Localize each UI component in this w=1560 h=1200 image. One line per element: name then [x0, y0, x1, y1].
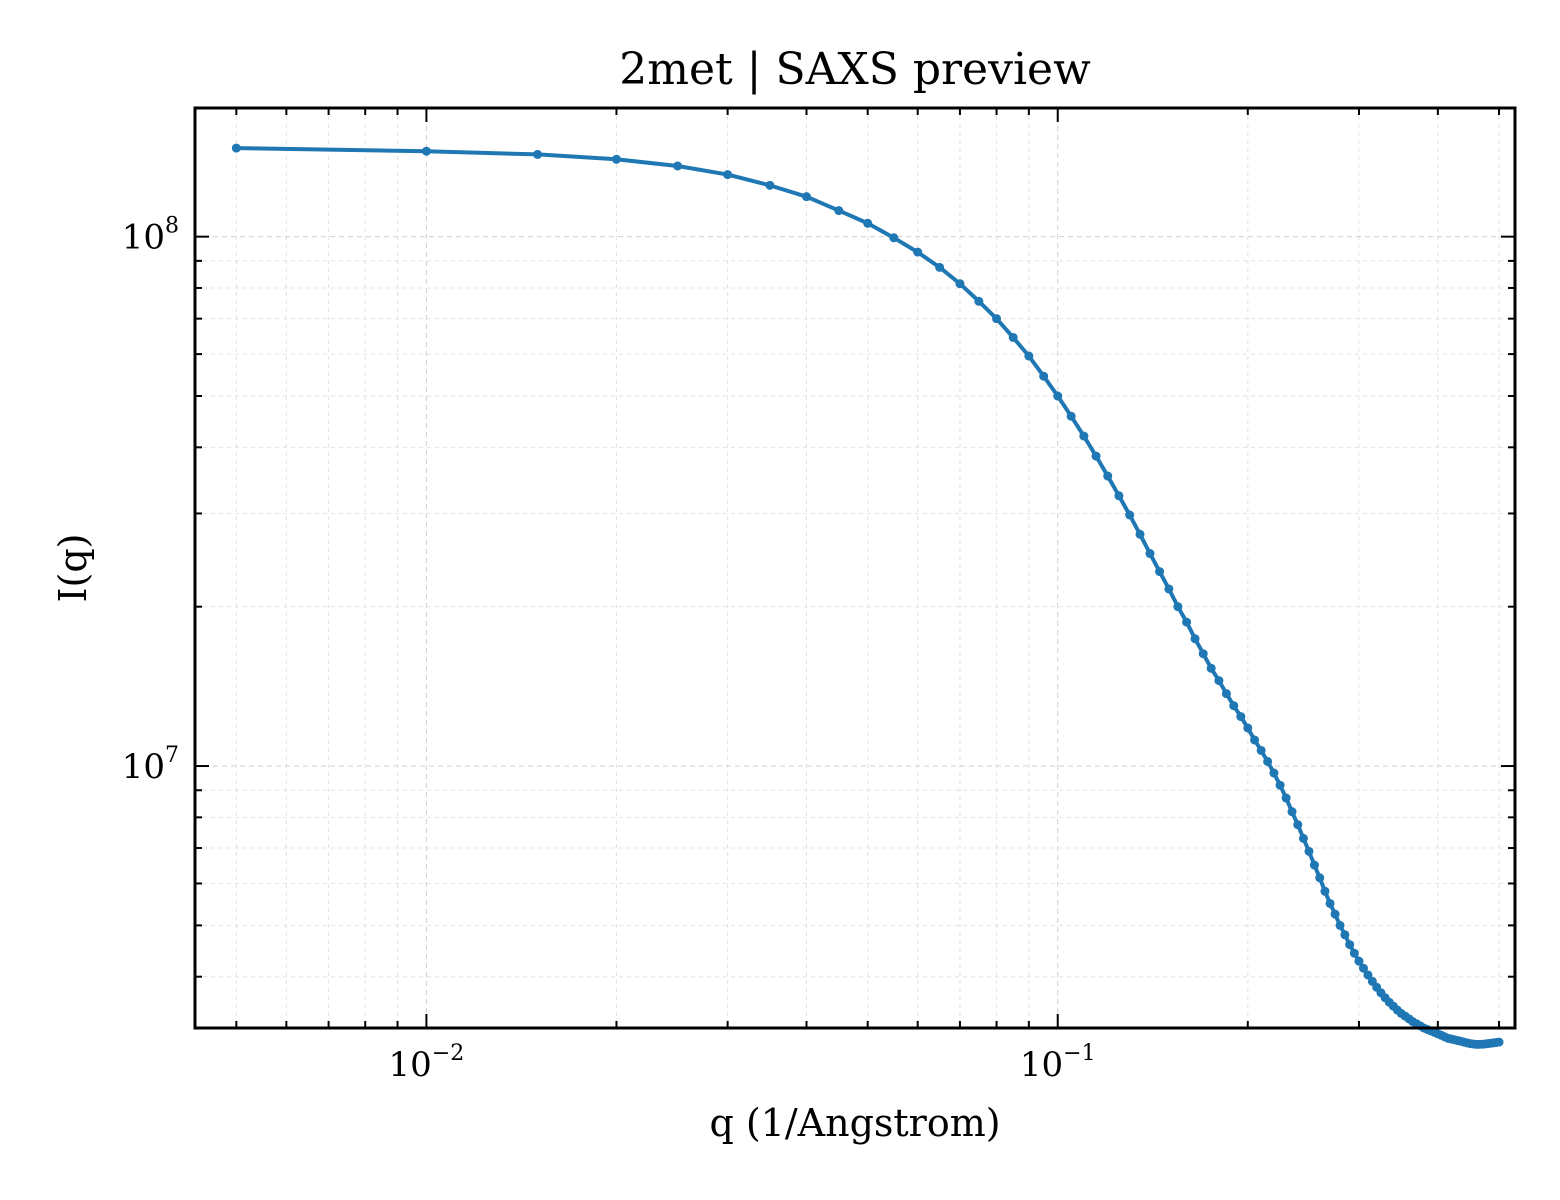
data-point [1335, 920, 1345, 930]
data-point [1250, 735, 1260, 745]
data-point [1298, 833, 1308, 843]
data-point [673, 161, 683, 171]
data-point [863, 218, 873, 228]
data-point [1325, 898, 1335, 908]
data-point [1114, 491, 1124, 501]
data-point [1236, 712, 1246, 722]
data-point [421, 146, 431, 156]
data-point [1349, 948, 1359, 958]
data-point [1269, 768, 1279, 778]
data-point [1155, 567, 1165, 577]
data-point [1315, 873, 1325, 883]
data-point [1125, 510, 1135, 520]
y-axis-label: I(q) [51, 534, 95, 603]
data-point [1304, 846, 1314, 856]
data-point [1182, 617, 1192, 627]
x-axis-label: q (1/Angstrom) [709, 1101, 1000, 1145]
grid-lines [195, 108, 1515, 1028]
data-point [1309, 860, 1319, 870]
data-point [1091, 451, 1101, 461]
data-point [1198, 649, 1208, 659]
x-tick-label: 10−1 [1020, 1041, 1096, 1085]
data-point [1354, 956, 1364, 966]
data-point [1330, 909, 1340, 919]
data-point [765, 180, 775, 190]
data-point [1145, 549, 1155, 559]
data-point [1243, 723, 1253, 733]
y-tick-label: 108 [122, 214, 179, 258]
data-point [1287, 807, 1297, 817]
data-point [889, 233, 899, 243]
data-point [1164, 584, 1174, 594]
data-point [955, 279, 965, 289]
data-point [802, 192, 812, 202]
data-point [935, 262, 945, 272]
data-point [1320, 886, 1330, 896]
y-tick-label: 107 [122, 743, 179, 787]
data-point [723, 170, 733, 180]
data-point [1039, 371, 1049, 381]
data-point [1206, 663, 1216, 673]
data-point [1345, 940, 1355, 950]
data-point [1024, 351, 1034, 361]
x-tick-label: 10−2 [389, 1041, 465, 1085]
data-point [1293, 820, 1303, 830]
data-point [1263, 756, 1273, 766]
axis-ticks: 10−2 10−1 107 108 [122, 108, 1515, 1085]
chart-title: 2met | SAXS preview [619, 44, 1091, 95]
data-point [913, 247, 923, 257]
plot-frame [193, 106, 1517, 1030]
data-point [1214, 676, 1224, 686]
data-point [1221, 689, 1231, 699]
data-point [1135, 529, 1145, 539]
data-point [974, 296, 984, 306]
data-point [1053, 391, 1063, 401]
data-point [1008, 332, 1018, 342]
data-point [1173, 602, 1183, 612]
data-point [1281, 793, 1291, 803]
data-point [1190, 634, 1200, 644]
data-point [1066, 411, 1076, 421]
data-point [1256, 745, 1266, 755]
data-point [834, 206, 844, 216]
data-point [611, 154, 621, 164]
data-point [1103, 471, 1113, 481]
data-point [1358, 963, 1368, 973]
data-point [1363, 970, 1373, 980]
data-point [1079, 431, 1089, 441]
data-point [1494, 1037, 1504, 1047]
data-point [533, 149, 543, 159]
data-point [1229, 701, 1239, 711]
data-point [1275, 780, 1285, 790]
data-point [992, 314, 1002, 324]
data-point [1340, 930, 1350, 940]
data-point [231, 143, 241, 153]
